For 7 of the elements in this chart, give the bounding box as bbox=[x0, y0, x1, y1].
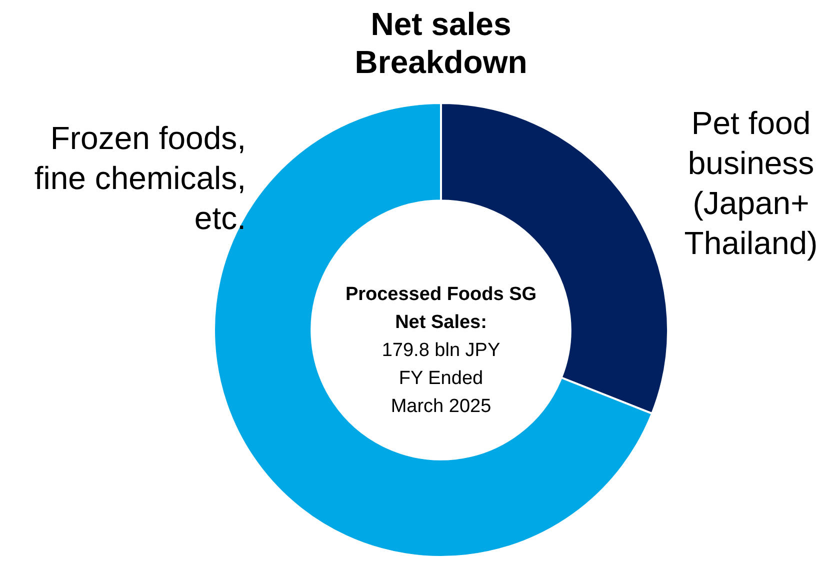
text: 179.8 bln JPY bbox=[382, 340, 500, 362]
text: Processed Foods SG Net Sales: bbox=[345, 284, 537, 334]
slice-label: Frozen foods, fine chemicals, etc. bbox=[34, 120, 246, 236]
chart-title: Net sales Breakdown bbox=[354, 6, 528, 80]
text: FY Ended bbox=[398, 368, 484, 390]
slice-label: Pet food business (Japan+ Thailand) bbox=[684, 104, 818, 261]
text: March 2025 bbox=[390, 396, 492, 418]
